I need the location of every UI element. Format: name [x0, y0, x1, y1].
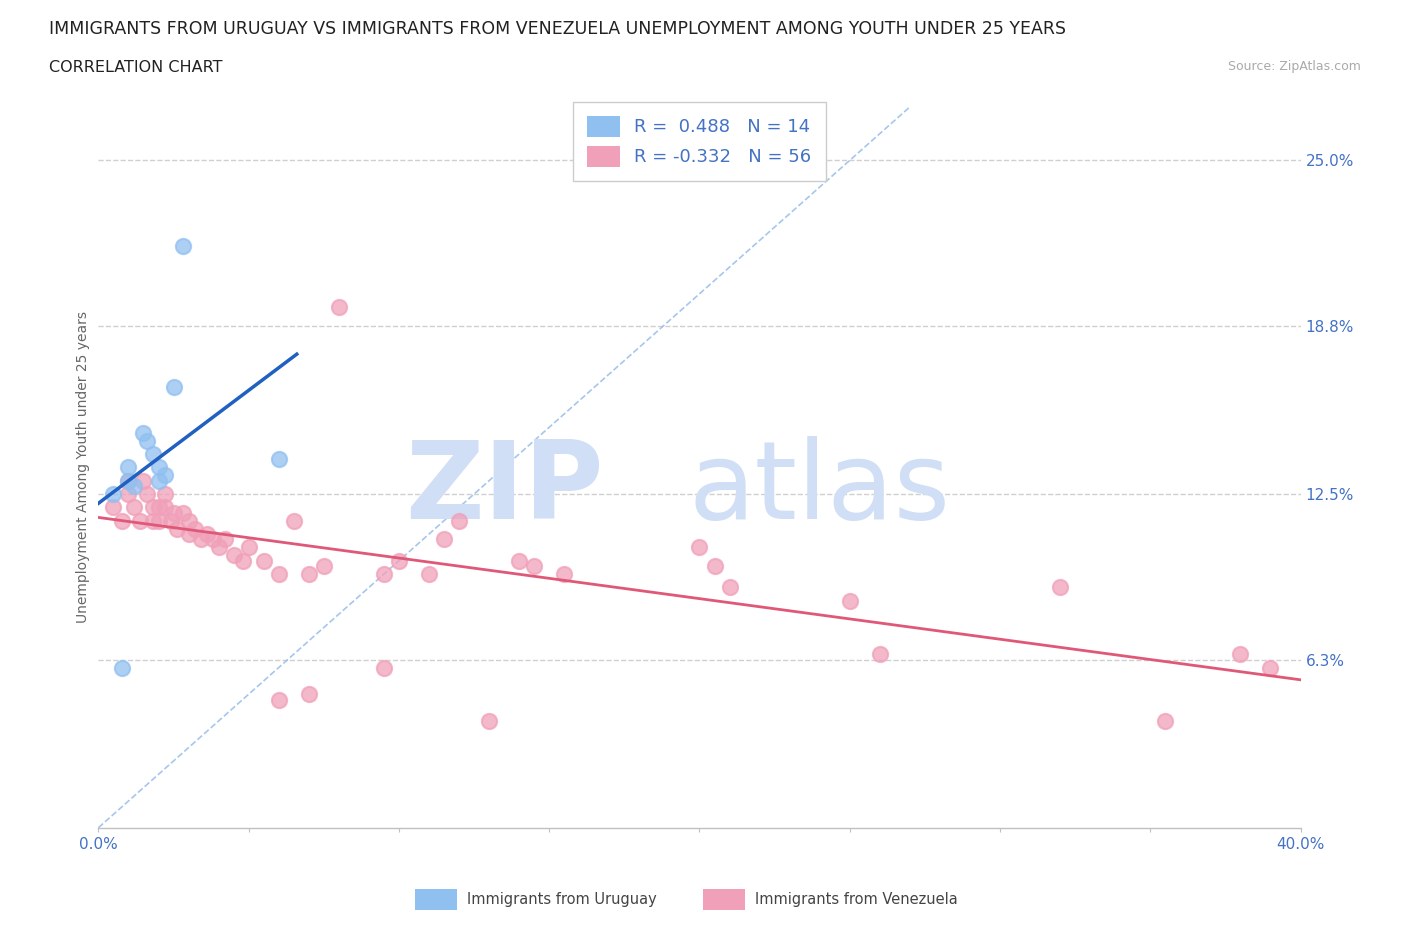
Text: atlas: atlas: [689, 436, 950, 542]
Point: [253, 553, 276, 568]
Point: [148, 473, 170, 488]
Point: [201, 532, 224, 547]
Point: [267, 452, 290, 467]
Point: [132, 473, 155, 488]
Point: [312, 559, 335, 574]
Point: [129, 513, 152, 528]
Point: [1049, 580, 1071, 595]
Point: [153, 468, 176, 483]
Point: [208, 540, 231, 555]
Point: [508, 553, 530, 568]
Point: [103, 486, 125, 501]
Point: [141, 446, 163, 461]
Point: [141, 500, 163, 515]
Point: [177, 526, 200, 541]
Point: [153, 500, 176, 515]
Point: [132, 425, 155, 440]
Point: [117, 486, 139, 501]
Point: [1260, 660, 1282, 675]
Point: [159, 513, 181, 528]
Text: CORRELATION CHART: CORRELATION CHART: [49, 60, 222, 75]
Point: [388, 553, 411, 568]
Point: [124, 500, 146, 515]
Point: [328, 299, 350, 314]
Point: [111, 660, 134, 675]
Point: [478, 713, 501, 728]
Point: [117, 473, 139, 488]
Point: [1154, 713, 1177, 728]
Point: [238, 540, 260, 555]
Point: [135, 433, 157, 448]
Point: [148, 513, 170, 528]
Legend: R =  0.488   N = 14, R = -0.332   N = 56: R = 0.488 N = 14, R = -0.332 N = 56: [574, 101, 825, 181]
Point: [373, 566, 395, 581]
Point: [433, 532, 456, 547]
Point: [124, 479, 146, 494]
Point: [1229, 646, 1251, 661]
Point: [183, 522, 205, 537]
Point: [688, 540, 710, 555]
Point: [117, 473, 139, 488]
Point: [177, 513, 200, 528]
Text: Immigrants from Uruguay: Immigrants from Uruguay: [467, 892, 657, 907]
Point: [298, 566, 321, 581]
Text: Immigrants from Venezuela: Immigrants from Venezuela: [755, 892, 957, 907]
Point: [162, 379, 184, 394]
Point: [111, 513, 134, 528]
Point: [153, 486, 176, 501]
Text: IMMIGRANTS FROM URUGUAY VS IMMIGRANTS FROM VENEZUELA UNEMPLOYMENT AMONG YOUTH UN: IMMIGRANTS FROM URUGUAY VS IMMIGRANTS FR…: [49, 20, 1066, 38]
Point: [232, 553, 254, 568]
Point: [267, 566, 290, 581]
Point: [103, 500, 125, 515]
Text: ZIP: ZIP: [405, 436, 603, 542]
Point: [838, 593, 860, 608]
Point: [172, 238, 194, 253]
Point: [148, 460, 170, 475]
Point: [298, 686, 321, 701]
Point: [267, 692, 290, 707]
Point: [214, 532, 236, 547]
Point: [222, 548, 245, 563]
Point: [283, 513, 305, 528]
Point: [447, 513, 470, 528]
Text: Source: ZipAtlas.com: Source: ZipAtlas.com: [1227, 60, 1361, 73]
Point: [195, 526, 218, 541]
Point: [190, 532, 212, 547]
Point: [373, 660, 395, 675]
Point: [148, 500, 170, 515]
Point: [703, 559, 725, 574]
Point: [869, 646, 891, 661]
Point: [162, 505, 184, 520]
Point: [166, 522, 188, 537]
Point: [523, 559, 546, 574]
Point: [553, 566, 575, 581]
Point: [141, 513, 163, 528]
Point: [117, 460, 139, 475]
Point: [172, 505, 194, 520]
Point: [135, 486, 157, 501]
Point: [718, 580, 741, 595]
Point: [418, 566, 440, 581]
Y-axis label: Unemployment Among Youth under 25 years: Unemployment Among Youth under 25 years: [76, 312, 90, 623]
